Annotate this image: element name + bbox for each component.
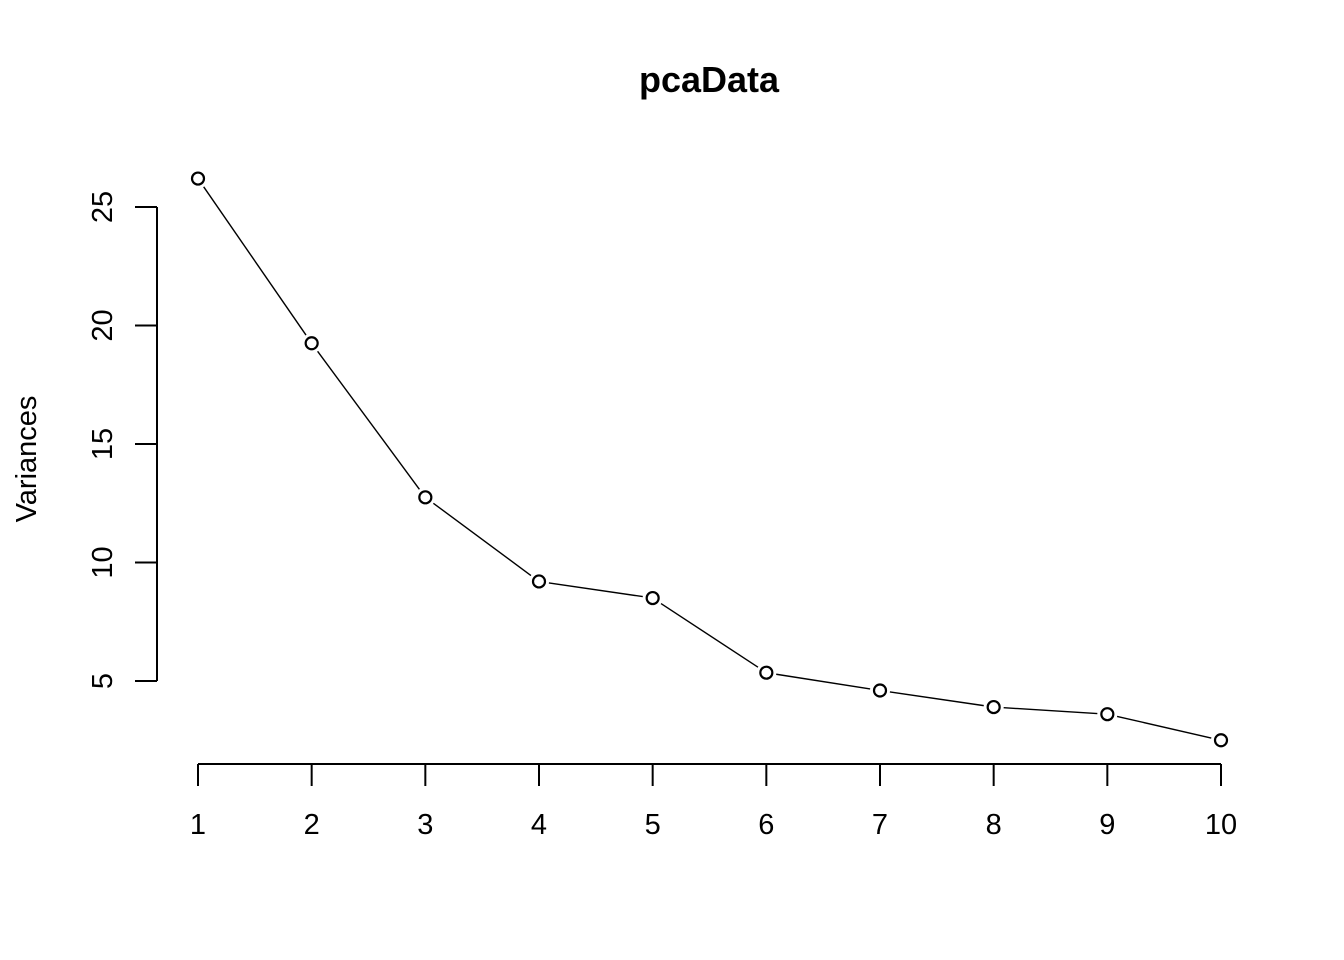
x-tick-label: 2 <box>304 809 320 841</box>
data-point <box>986 699 1001 715</box>
x-tick-label: 7 <box>872 809 888 841</box>
line-segment <box>432 502 532 577</box>
data-point <box>1213 733 1229 748</box>
x-tick-label: 1 <box>190 809 206 841</box>
data-point <box>645 590 660 606</box>
y-axis: 5 10 15 20 25 <box>87 191 158 689</box>
line-segment <box>1003 706 1098 715</box>
line-segment <box>776 673 871 690</box>
y-tick-label: 20 <box>87 309 119 341</box>
data-point <box>531 574 547 589</box>
variance-series <box>190 171 1229 748</box>
line-segment <box>660 602 759 668</box>
y-axis-title: Variances <box>11 396 43 523</box>
line-segment <box>317 350 420 490</box>
x-tick-label: 10 <box>1205 809 1237 841</box>
x-tick-label: 9 <box>1099 809 1115 841</box>
y-tick-label: 10 <box>87 546 119 578</box>
x-tick-label: 5 <box>645 809 661 841</box>
line-segment <box>203 186 307 336</box>
y-tick-label: 15 <box>87 428 119 460</box>
x-tick-label: 8 <box>986 809 1002 841</box>
data-point <box>1100 707 1115 722</box>
x-tick-label: 6 <box>758 809 774 841</box>
line-segment <box>1116 715 1212 739</box>
data-point <box>190 171 206 186</box>
line-segment <box>889 691 984 707</box>
y-tick-label: 5 <box>87 673 119 689</box>
x-tick-label: 4 <box>531 809 547 841</box>
x-tick-label: 3 <box>417 809 433 841</box>
x-axis: 1 2 3 4 5 6 7 8 9 10 <box>190 763 1237 841</box>
chart-title: pcaData <box>639 59 780 100</box>
data-point <box>872 683 888 698</box>
y-tick-label: 25 <box>87 191 119 223</box>
data-point <box>418 490 433 505</box>
line-segment <box>548 582 643 598</box>
data-point <box>304 336 319 351</box>
data-point <box>759 665 774 680</box>
